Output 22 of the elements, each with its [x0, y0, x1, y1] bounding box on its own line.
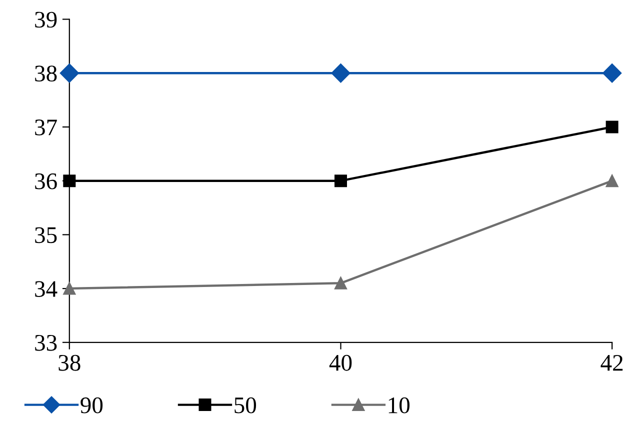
y-tick-label: 35 [35, 227, 57, 244]
y-tick-label: 39 [35, 12, 57, 28]
legend-label: 10 [388, 397, 410, 414]
point [334, 174, 347, 188]
point [331, 64, 350, 83]
legend-label: 50 [234, 397, 256, 414]
y-tick-label: 33 [35, 334, 57, 351]
x-tick-label: 42 [600, 354, 623, 371]
point [606, 120, 618, 134]
y-tick-label: 38 [35, 66, 57, 82]
point [606, 174, 618, 188]
point [63, 282, 76, 295]
legend-label: 90 [80, 397, 103, 414]
point [602, 64, 622, 83]
y-tick-label: 34 [35, 281, 58, 297]
point [60, 64, 79, 83]
y-tick-label: 37 [35, 120, 57, 136]
y-tick-label: 36 [35, 173, 57, 190]
x-tick-label: 38 [58, 354, 80, 371]
x-tick-label: 40 [329, 354, 352, 371]
point [334, 276, 347, 290]
point [63, 174, 76, 188]
